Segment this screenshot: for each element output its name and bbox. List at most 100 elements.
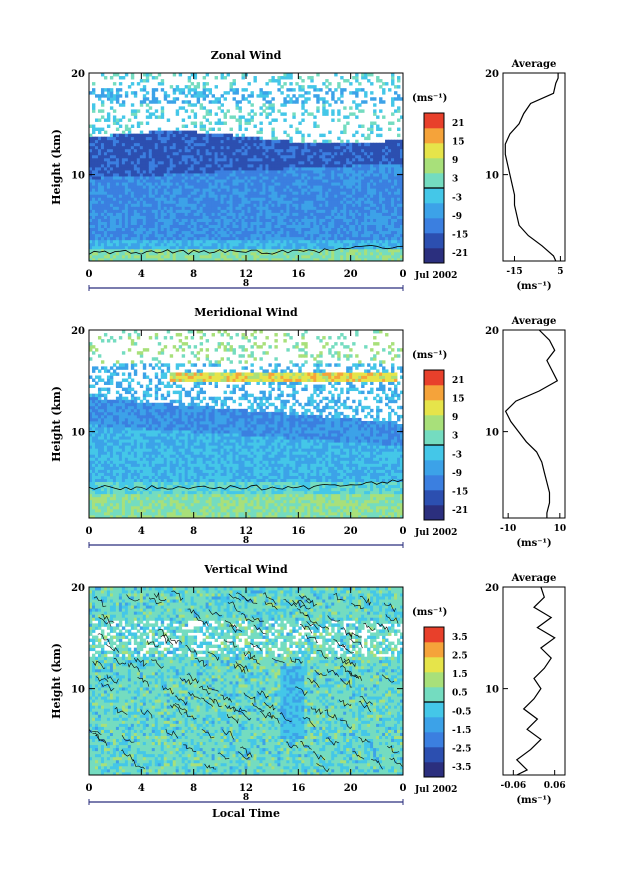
heatmap-cell: [109, 142, 114, 147]
heatmap-cell: [172, 130, 177, 135]
heatmap-cell: [337, 142, 341, 147]
heatmap-cell: [349, 176, 353, 180]
heatmap-cell: [121, 100, 126, 104]
heatmap-cell: [172, 236, 177, 241]
heatmap-cell: [127, 233, 132, 238]
heatmap-cell: [235, 170, 239, 174]
heatmap-cell: [139, 100, 144, 104]
heatmap-cell: [226, 173, 230, 177]
heatmap-cell: [184, 167, 189, 171]
heatmap-cell: [367, 251, 371, 256]
heatmap-cell: [271, 209, 275, 213]
heatmap-cell: [238, 176, 242, 180]
heatmap-cell: [379, 173, 383, 177]
heatmap-cell: [298, 230, 302, 235]
heatmap-cell: [355, 160, 359, 165]
heatmap-cell: [331, 191, 335, 195]
heatmap-cell: [89, 154, 93, 159]
heatmap-cell: [370, 73, 374, 77]
heatmap-cell: [229, 185, 233, 189]
heatmap-cell: [262, 97, 266, 101]
heatmap-cell: [301, 160, 305, 165]
heatmap-cell: [280, 209, 284, 213]
heatmap-cell: [151, 176, 156, 180]
heatmap-cell: [283, 103, 287, 107]
heatmap-cell: [316, 212, 320, 216]
heatmap-cell: [358, 230, 362, 235]
heatmap-cell: [193, 185, 198, 189]
heatmap-cell: [205, 151, 210, 156]
heatmap-cell: [364, 154, 368, 159]
heatmap-cell: [142, 151, 147, 156]
heatmap-cell: [337, 197, 341, 201]
heatmap-cell: [142, 236, 147, 241]
heatmap-cell: [388, 151, 392, 156]
heatmap-cell: [277, 212, 281, 216]
date-text: Jul 2002: [414, 271, 457, 281]
heatmap-cell: [307, 227, 311, 232]
heatmap-cell: [115, 239, 120, 244]
heatmap-cell: [352, 154, 356, 159]
heatmap-cell: [166, 254, 171, 259]
heatmap-cell: [91, 157, 96, 162]
heatmap-cell: [364, 230, 368, 235]
heatmap-cell: [349, 215, 353, 219]
heatmap-cell: [280, 203, 284, 207]
heatmap-cell: [136, 179, 141, 183]
heatmap-cell: [373, 170, 377, 174]
heatmap-cell: [349, 242, 353, 247]
heatmap-cell: [376, 191, 380, 195]
heatmap-cell: [238, 142, 242, 147]
heatmap-cell: [289, 167, 293, 171]
heatmap-cell: [190, 224, 195, 229]
heatmap-cell: [142, 148, 147, 153]
heatmap-cell: [343, 248, 347, 253]
heatmap-cell: [193, 142, 198, 147]
heatmap-cell: [196, 197, 201, 201]
heatmap-cell: [367, 167, 371, 171]
heatmap-cell: [400, 188, 404, 192]
heatmap-cell: [91, 88, 96, 92]
heatmap-cell: [235, 200, 239, 204]
heatmap-cell: [376, 160, 380, 165]
heatmap-cell: [274, 257, 278, 262]
heatmap-cell: [106, 136, 111, 141]
heatmap-cell: [310, 200, 314, 204]
heatmap-cell: [235, 227, 239, 232]
heatmap-cell: [382, 145, 386, 150]
heatmap-cell: [169, 257, 174, 262]
heatmap-cell: [334, 200, 338, 204]
heatmap-cell: [238, 227, 242, 232]
heatmap-cell: [172, 139, 177, 144]
heatmap-cell: [382, 194, 386, 198]
heatmap-cell: [268, 191, 272, 195]
heatmap-cell: [286, 251, 290, 256]
heatmap-cell: [364, 91, 368, 95]
heatmap-cell: [160, 227, 165, 232]
heatmap-cell: [217, 236, 221, 241]
heatmap-cell: [169, 212, 174, 216]
heatmap-cell: [202, 154, 207, 159]
heatmap-cell: [190, 136, 195, 141]
heatmap-cell: [298, 227, 302, 232]
heatmap-cell: [337, 85, 341, 89]
heatmap-cell: [265, 224, 269, 229]
heatmap-cell: [367, 127, 371, 132]
heatmap-cell: [97, 179, 102, 183]
heatmap-cell: [358, 163, 362, 168]
heatmap-cell: [187, 212, 192, 216]
heatmap-cell: [298, 142, 302, 147]
heatmap-cell: [277, 194, 281, 198]
heatmap-cell: [295, 251, 299, 256]
heatmap-cell: [262, 179, 266, 183]
heatmap-cell: [247, 197, 251, 201]
heatmap-cell: [181, 239, 186, 244]
heatmap-cell: [385, 236, 389, 241]
heatmap-cell: [274, 148, 278, 153]
heatmap-cell: [121, 130, 126, 135]
heatmap-cell: [106, 185, 111, 189]
heatmap-cell: [367, 212, 371, 216]
heatmap-cell: [283, 230, 287, 235]
heatmap-cell: [325, 203, 329, 207]
heatmap-cell: [340, 142, 344, 147]
